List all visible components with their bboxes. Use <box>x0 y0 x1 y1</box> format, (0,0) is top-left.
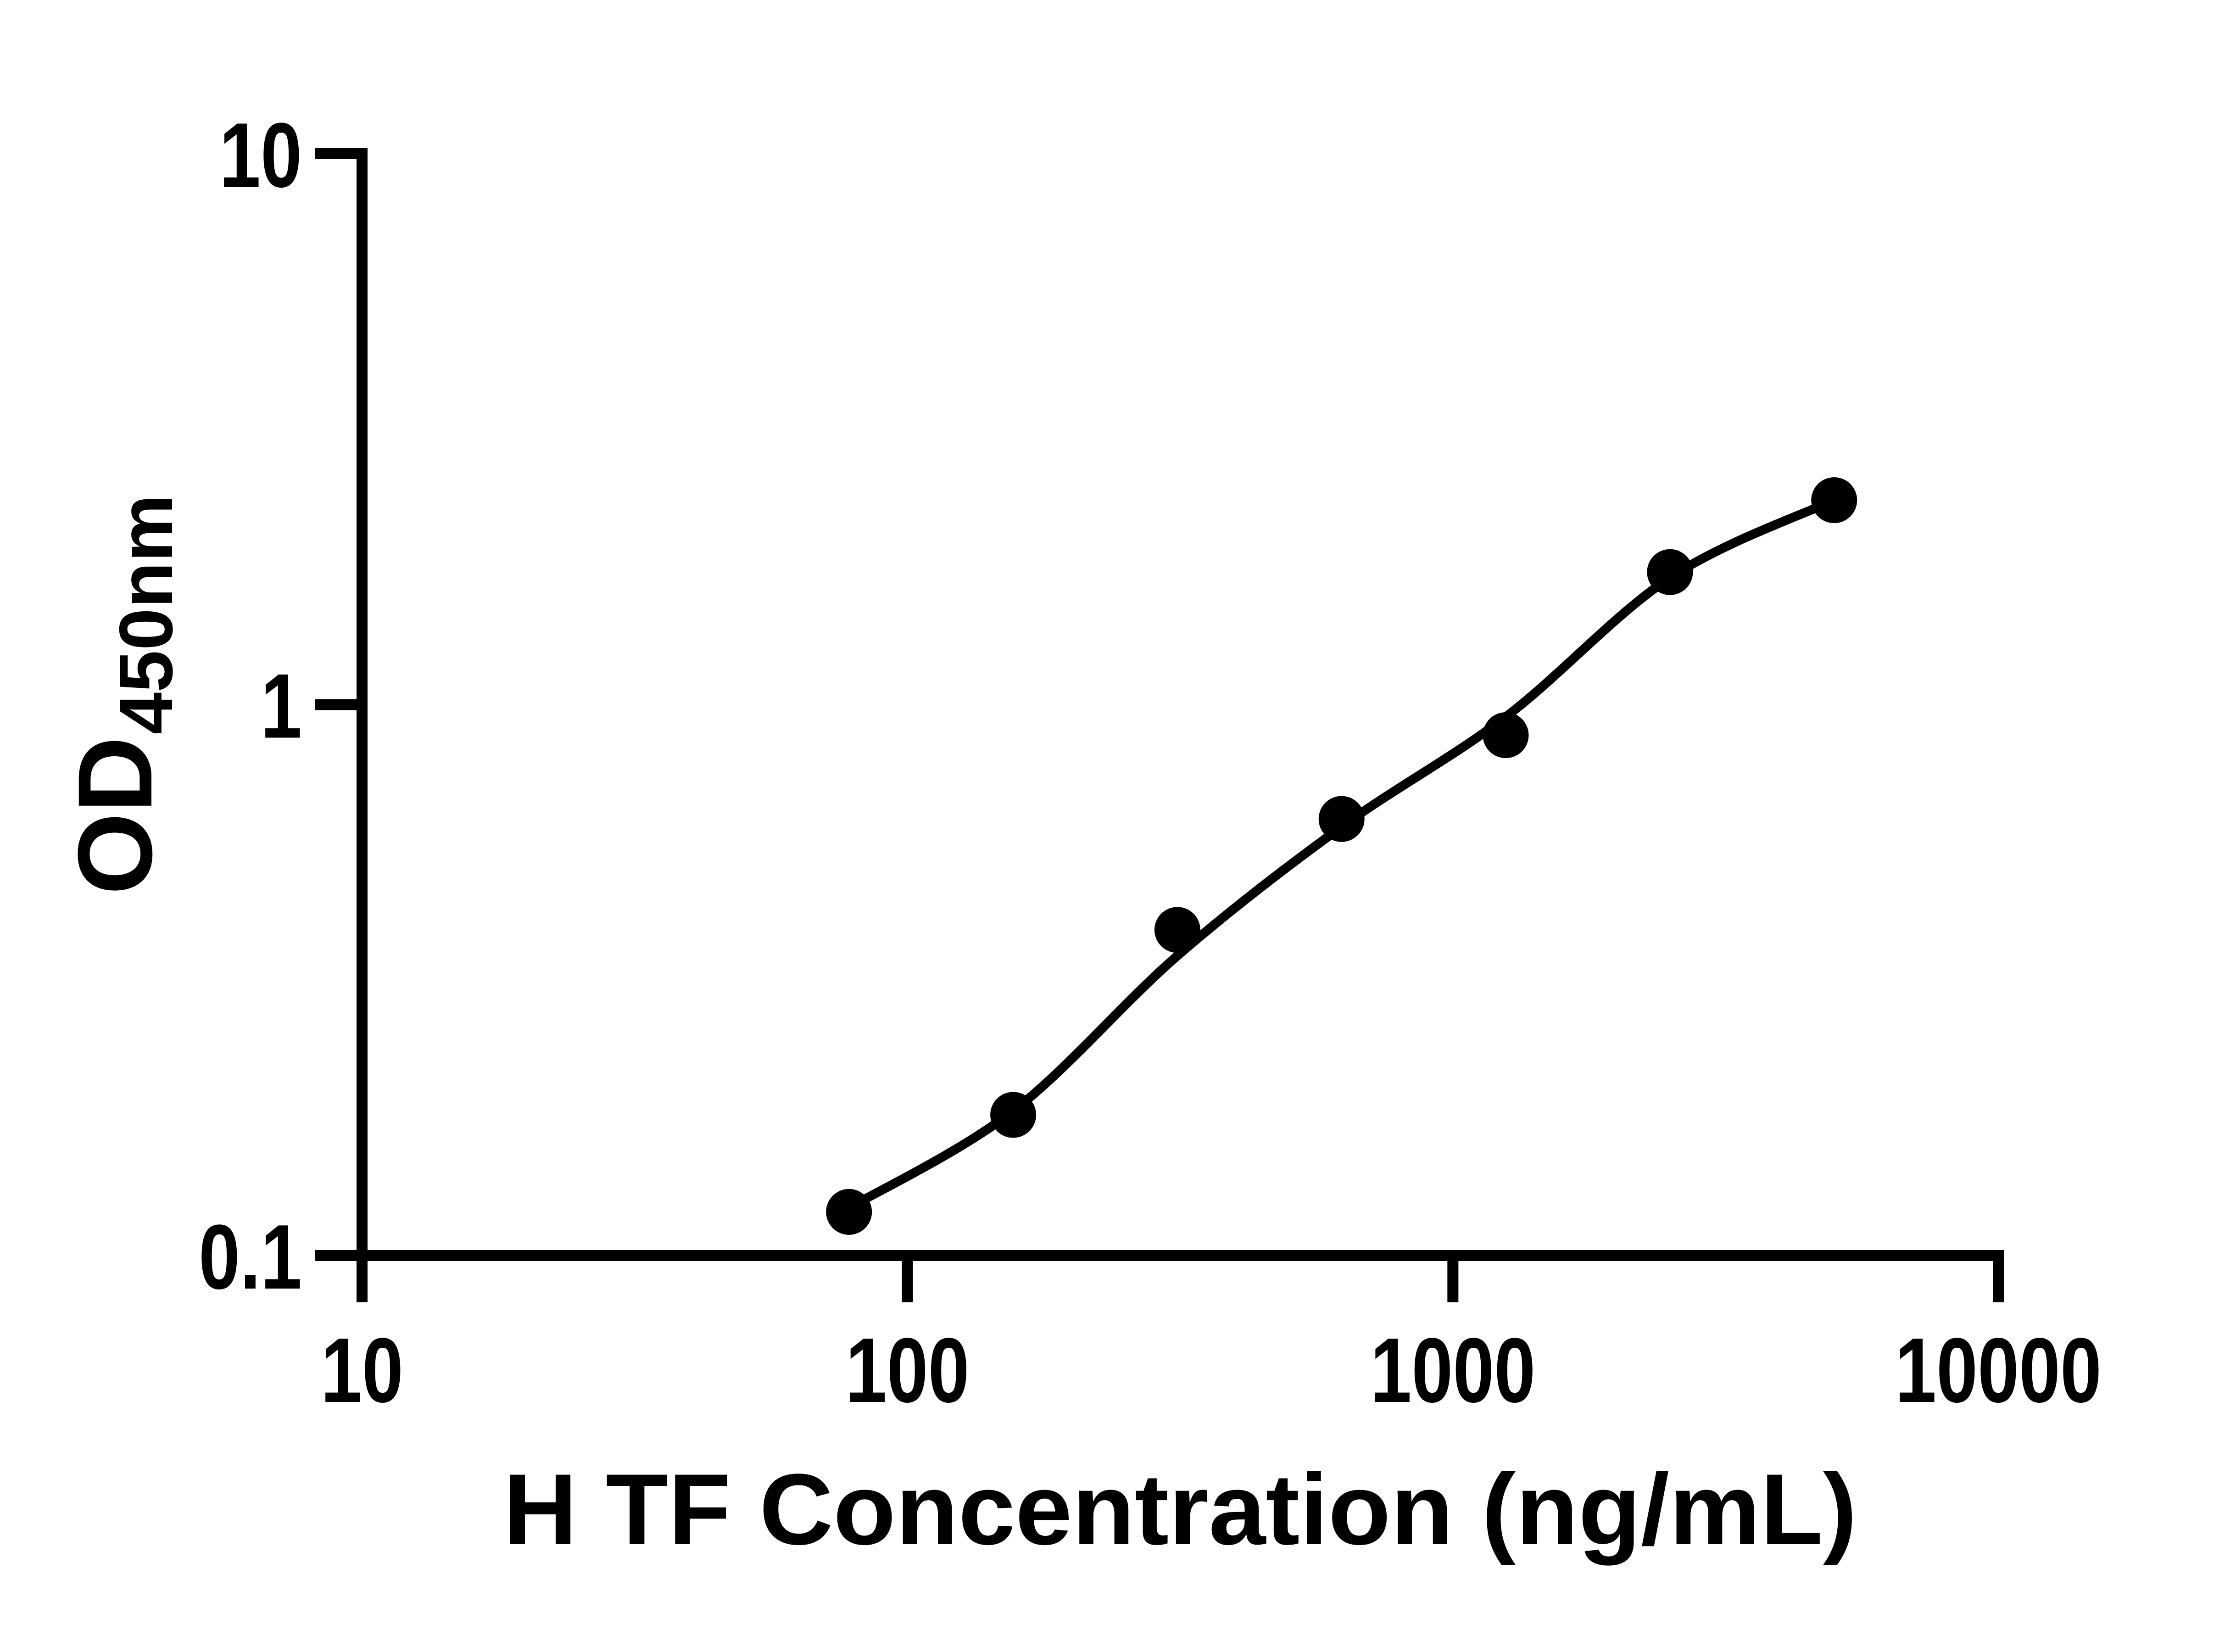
data-point-marker <box>1154 907 1200 953</box>
x-axis-title: H TF Concentration (ng/mL) <box>503 1453 1857 1566</box>
data-point-marker <box>1483 712 1529 759</box>
data-point-marker <box>826 1189 872 1235</box>
data-point-marker <box>1318 796 1365 842</box>
x-tick-label: 1000 <box>1370 1319 1535 1422</box>
x-axis-tick-labels: 10 100 1000 10000 <box>321 1319 2102 1422</box>
y-axis-tick-labels: 10 1 0.1 <box>199 104 302 1308</box>
x-tick-label: 100 <box>846 1319 970 1422</box>
y-axis-title-subscript: 450nm <box>104 495 188 735</box>
x-axis-ticks <box>357 1250 2004 1302</box>
y-tick-label: 1 <box>261 655 302 758</box>
y-tick-label: 10 <box>219 104 302 206</box>
data-points <box>826 477 1857 1235</box>
y-tick-label: 0.1 <box>199 1206 302 1308</box>
data-point-marker <box>990 1092 1037 1138</box>
data-point-marker <box>1811 477 1857 523</box>
y-axis-title-main: OD <box>56 737 174 895</box>
x-tick-label: 10000 <box>1895 1319 2102 1422</box>
y-axis-title: OD 450nm <box>56 495 188 895</box>
series-h-tf-standard <box>826 477 1857 1235</box>
x-tick-label: 10 <box>321 1319 403 1422</box>
data-point-marker <box>1647 549 1693 595</box>
